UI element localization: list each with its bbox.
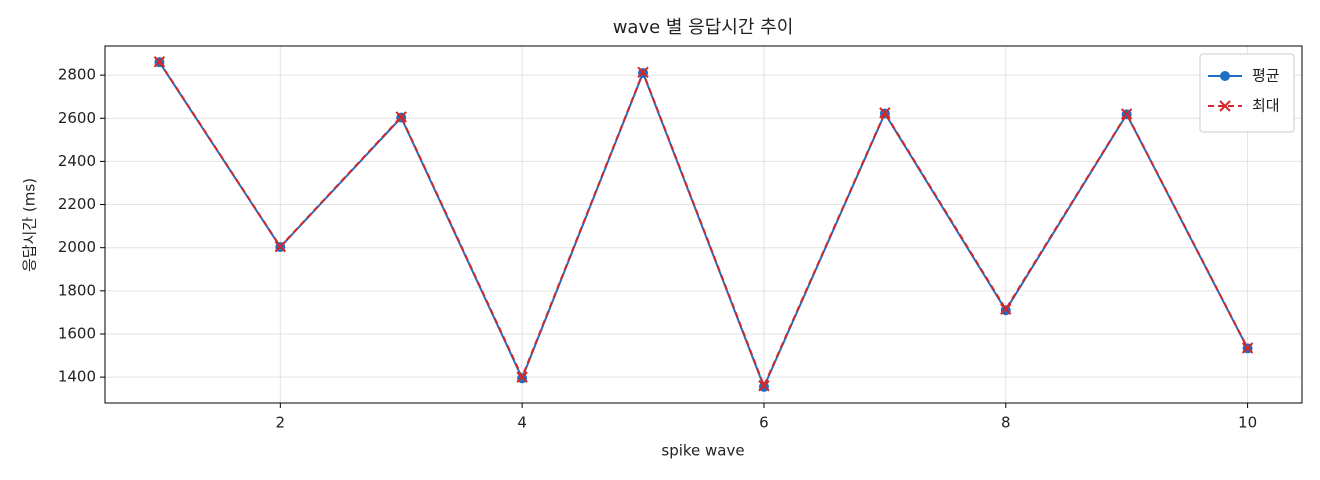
point — [637, 66, 649, 79]
y-tick-label: 1600 — [58, 324, 96, 342]
marker-x — [153, 56, 166, 68]
marker-x — [1000, 303, 1012, 315]
legend-label: 평균 — [1252, 67, 1280, 85]
legend-box — [1199, 53, 1295, 133]
legend-marker — [1219, 100, 1231, 112]
y-tick-label: 2400 — [58, 152, 96, 170]
point — [1241, 342, 1254, 354]
y-tick-label: 1400 — [58, 368, 96, 386]
marker-x — [637, 66, 649, 79]
point — [395, 111, 407, 123]
x-tick-label: 6 — [759, 414, 769, 432]
y-tick-label: 1800 — [58, 281, 96, 299]
y-tick-label: 2600 — [58, 109, 96, 127]
series-line — [158, 61, 1249, 390]
marker-x — [758, 380, 770, 392]
point — [758, 380, 770, 392]
x-tick-label: 8 — [1001, 414, 1011, 432]
x-tick-label: 10 — [1238, 414, 1257, 432]
legend-label: 최대 — [1252, 97, 1280, 115]
x-tick-label: 4 — [517, 414, 527, 432]
y-tick-label: 2000 — [58, 238, 96, 256]
y-axis-label: 응답시간 (ms) — [21, 178, 39, 272]
point — [153, 56, 166, 68]
chart-title: wave 별 응답시간 추이 — [613, 17, 794, 38]
marker-x — [1120, 108, 1133, 120]
x-axis-label: spike wave — [661, 442, 744, 460]
marker-x — [395, 111, 407, 123]
marker-x — [879, 107, 891, 119]
point — [879, 107, 891, 119]
y-tick-label: 2200 — [58, 195, 96, 213]
point — [1000, 303, 1012, 315]
legend-marker — [1220, 71, 1230, 81]
marker-x — [1219, 100, 1231, 112]
y-tick-label: 2800 — [58, 66, 96, 84]
point — [274, 240, 287, 253]
x-tick-label: 2 — [276, 414, 286, 432]
marker-x — [516, 371, 528, 383]
series-line — [158, 61, 1249, 389]
marker-x — [1241, 342, 1254, 354]
point — [516, 371, 528, 383]
marker-x — [274, 240, 287, 253]
plot-frame — [104, 45, 1303, 404]
point — [1120, 108, 1133, 120]
